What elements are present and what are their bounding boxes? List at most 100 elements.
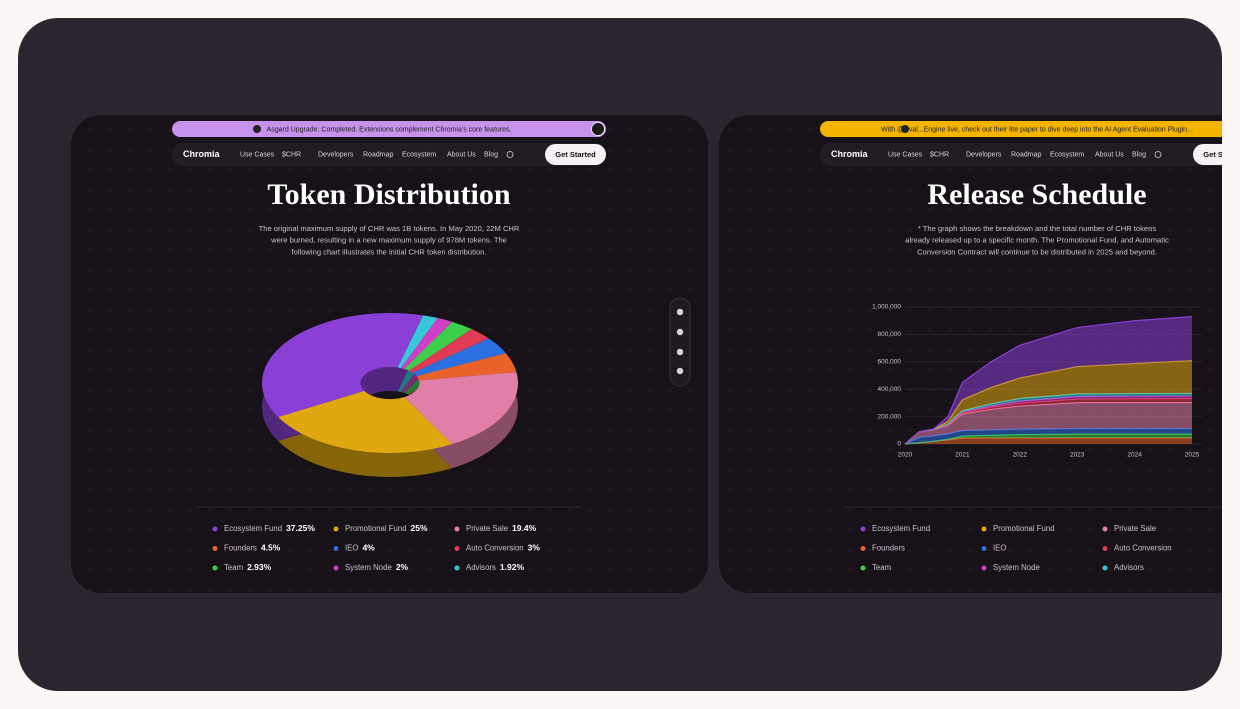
nav-link[interactable]: Roadmap xyxy=(1011,151,1041,158)
description: * The graph shows the breakdown and the … xyxy=(918,224,1157,233)
pie-slice xyxy=(412,338,506,377)
legend-swatch xyxy=(212,546,218,551)
legend-entry: Promotional Fund xyxy=(993,524,1055,533)
language-icon[interactable] xyxy=(1154,151,1162,158)
nav-link[interactable]: Ecosystem xyxy=(402,151,436,158)
legend-entry: System Node 2% xyxy=(345,562,409,572)
x-tick-label: 2021 xyxy=(955,452,970,459)
y-tick-label: 1,000,000 xyxy=(872,304,901,311)
legend-name: Ecosystem Fund xyxy=(224,524,282,533)
legend-swatch xyxy=(1102,565,1108,571)
legend-name: Ecosystem Fund xyxy=(872,524,930,533)
social-icon[interactable] xyxy=(676,348,684,356)
legend-name: Team xyxy=(872,563,891,572)
cta-button[interactable] xyxy=(1193,144,1240,165)
legend-value: 3% xyxy=(528,543,541,553)
legend-value: 2.93% xyxy=(247,562,272,572)
legend-entry: Ecosystem Fund xyxy=(872,524,930,533)
x-tick-label: 2025 xyxy=(1185,452,1200,459)
social-icon[interactable] xyxy=(676,308,684,316)
banner-text: Asgard Upgrade: Completed. Extensions co… xyxy=(267,126,512,133)
language-icon[interactable] xyxy=(506,151,514,158)
legend-value: 25% xyxy=(411,523,428,533)
legend-name: Founders xyxy=(224,544,257,553)
legend-entry: Advisors 1.92% xyxy=(466,562,524,572)
legend-name: Promotional Fund xyxy=(993,524,1055,533)
legend-entry: Private Sale 19.4% xyxy=(466,523,537,533)
legend-value: 4.5% xyxy=(261,543,281,553)
legend-swatch xyxy=(212,526,218,532)
legend-entry: Advisors xyxy=(1114,563,1144,572)
banner-icon xyxy=(901,125,909,133)
cta-text[interactable]: Get Started xyxy=(555,150,596,159)
legend-entry: Founders xyxy=(872,544,905,553)
nav-link[interactable]: Blog xyxy=(1132,151,1146,158)
legend-name: Team xyxy=(224,563,243,572)
social-icon[interactable] xyxy=(676,367,684,375)
legend-name: Private Sale xyxy=(466,524,508,533)
pie-slice xyxy=(262,313,424,418)
nav-link[interactable]: Ecosystem xyxy=(1050,151,1084,158)
nav-link[interactable]: Developers xyxy=(966,151,1002,158)
legend-name: Advisors xyxy=(466,563,496,572)
social-icon[interactable] xyxy=(676,328,684,336)
area xyxy=(905,360,1192,444)
legend-value: 4% xyxy=(362,543,375,553)
pie-slice xyxy=(400,318,453,369)
y-tick-label: 200,000 xyxy=(878,413,902,420)
title: Release Schedule xyxy=(927,178,1146,211)
legend-swatch xyxy=(333,565,339,571)
nav-link[interactable]: About Us xyxy=(447,151,476,158)
legend-value: 1.92% xyxy=(500,562,525,572)
logo: Chromia xyxy=(831,149,869,159)
cta-button[interactable] xyxy=(545,144,606,165)
nav-link[interactable]: Use Cases xyxy=(888,151,923,158)
nav-bar xyxy=(820,143,1222,166)
y-tick-label: 400,000 xyxy=(878,386,902,393)
banner xyxy=(820,121,1222,137)
legend-swatch xyxy=(333,526,339,532)
x-tick-label: 2020 xyxy=(898,452,913,459)
legend-name: Promotional Fund xyxy=(345,524,407,533)
legend-swatch xyxy=(454,565,460,571)
pie-slice xyxy=(278,390,453,454)
banner-text: With @Eval...Engine live, check out thei… xyxy=(881,126,1193,133)
legend-name: IEO xyxy=(345,544,358,553)
legend-entry: IEO xyxy=(993,544,1006,553)
y-tick-label: 600,000 xyxy=(878,359,902,366)
legend-entry: Private Sale xyxy=(1114,524,1156,533)
legend-swatch xyxy=(1102,546,1108,551)
social-bar xyxy=(669,297,691,387)
legend-value: 2% xyxy=(396,562,409,572)
logo: Chromia xyxy=(183,149,221,159)
x-tick-label: 2022 xyxy=(1013,452,1028,459)
cta-text[interactable]: Get Started xyxy=(1203,150,1240,159)
legend-swatch xyxy=(454,526,460,532)
x-tick-label: 2023 xyxy=(1070,452,1085,459)
nav-link[interactable]: $CHR xyxy=(930,151,949,158)
legend-name: Auto Conversion xyxy=(1114,544,1172,553)
legend-entry: Ecosystem Fund 37.25% xyxy=(224,523,315,533)
legend-swatch xyxy=(981,565,987,571)
legend-name: Founders xyxy=(872,544,905,553)
legend-entry: IEO 4% xyxy=(345,543,375,553)
panel: Asgard Upgrade: Completed. Extensions co… xyxy=(71,115,708,593)
y-tick-label: 800,000 xyxy=(878,331,902,338)
nav-link[interactable]: Blog xyxy=(484,151,498,158)
legend-swatch xyxy=(981,526,987,532)
legend-swatch xyxy=(454,546,460,551)
nav-link[interactable]: Roadmap xyxy=(363,151,393,158)
banner-close[interactable] xyxy=(591,122,605,136)
nav-link[interactable]: Use Cases xyxy=(240,151,275,158)
legend-entry: Team xyxy=(872,563,891,572)
legend-name: Auto Conversion xyxy=(466,544,524,553)
legend-swatch xyxy=(860,565,866,571)
nav-link[interactable]: $CHR xyxy=(282,151,301,158)
description: Conversion Contract will continue to be … xyxy=(917,247,1157,256)
area xyxy=(905,316,1192,444)
nav-link[interactable]: Developers xyxy=(318,151,354,158)
nav-link[interactable]: About Us xyxy=(1095,151,1124,158)
banner-icon xyxy=(253,125,261,133)
legend-name: System Node xyxy=(345,563,392,572)
description: were burned, resulting in a new maximum … xyxy=(270,236,507,245)
